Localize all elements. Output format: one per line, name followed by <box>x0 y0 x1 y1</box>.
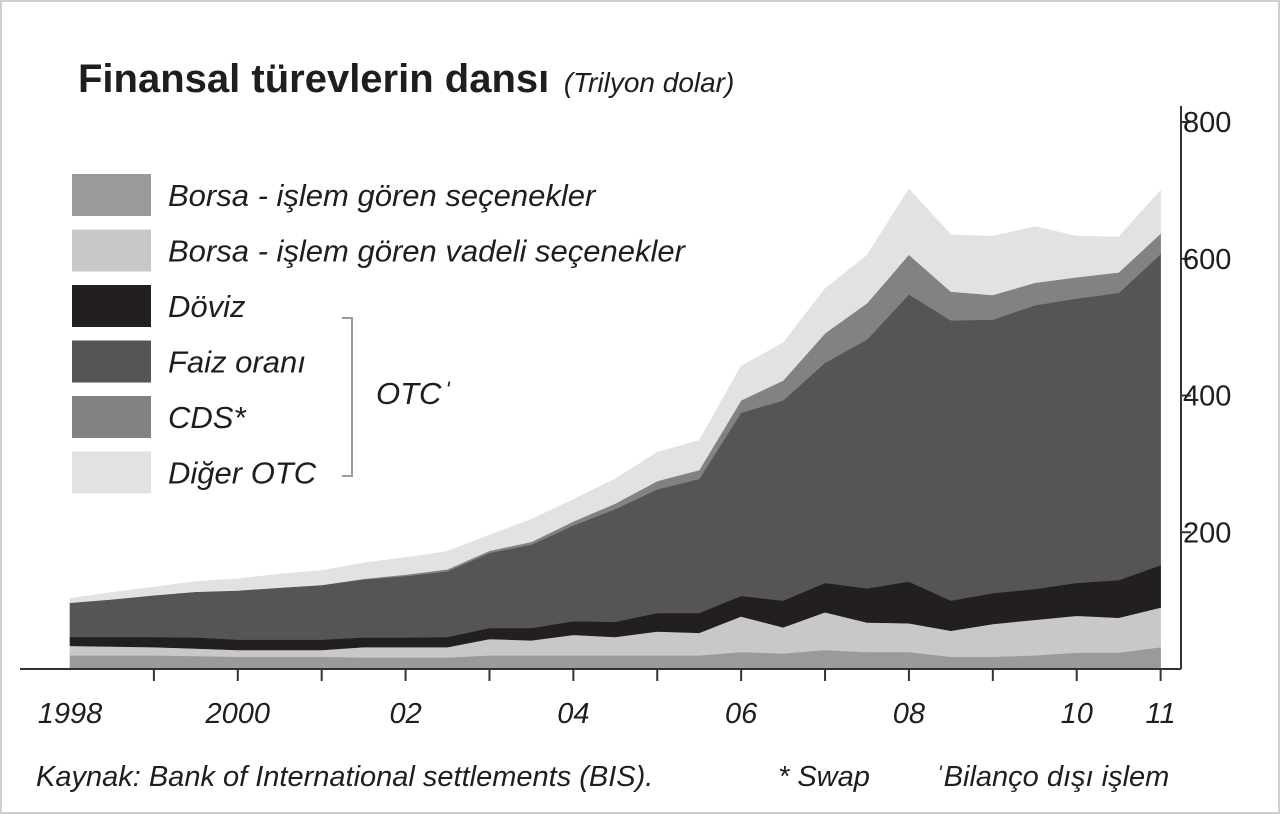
legend-item-faiz-orani: Faiz oranı <box>72 340 306 383</box>
legend-swatch <box>72 396 151 438</box>
legend-swatch <box>72 451 151 494</box>
legend-item-cds: CDS* <box>72 396 246 438</box>
footer-otc-note: ˈBilanço dışı işlem <box>934 761 1169 793</box>
y-tick-label: 800 <box>1183 107 1231 139</box>
axes: 200 400 600 800 1998 2000 02 04 06 08 10 11 <box>20 106 1231 730</box>
legend: Borsa - işlem gören seçenekler Borsa - iş… <box>72 174 687 494</box>
x-tick-label: 11 <box>1146 698 1176 730</box>
legend-item-diger-otc: Diğer OTC <box>72 451 317 494</box>
chart-title-main: Finansal türevlerin dansı <box>78 57 549 101</box>
legend-label: Borsa - işlem gören seçenekler <box>168 178 597 213</box>
legend-item-doviz: Döviz <box>72 285 246 327</box>
x-tick-label: 10 <box>1061 698 1093 730</box>
x-tick-label: 02 <box>389 698 421 730</box>
legend-label: Faiz oranı <box>168 345 306 380</box>
legend-swatch <box>72 340 151 383</box>
legend-label: CDS* <box>168 400 246 435</box>
legend-swatch <box>72 174 151 216</box>
y-tick-label: 200 <box>1183 517 1231 549</box>
y-tick-label: 600 <box>1183 244 1231 276</box>
area-diger-otc <box>69 188 1161 604</box>
legend-label: Döviz <box>168 289 246 324</box>
legend-item-borsa-islem-goren-vadeli-secenekler: Borsa - işlem gören vadeli seçenekler <box>72 229 687 272</box>
footer-swap-note: * Swap <box>778 761 870 793</box>
x-tick-label: 2000 <box>205 698 271 730</box>
legend-item-borsa-islem-goren-secenekler: Borsa - işlem gören seçenekler <box>72 174 597 216</box>
legend-swatch <box>72 229 151 272</box>
footer-source: Kaynak: Bank of International settlement… <box>36 761 653 793</box>
y-tick-label: 400 <box>1183 381 1231 413</box>
x-tick-label: 04 <box>557 698 589 730</box>
chart-title-unit: (Trilyon dolar) <box>564 67 735 98</box>
otc-bracket-label: OTCˈ <box>376 376 452 411</box>
legend-swatch <box>72 285 151 327</box>
legend-label: Diğer OTC <box>168 456 317 491</box>
legend-label: Borsa - işlem gören vadeli seçenekler <box>168 234 687 269</box>
chart-title: Finansal türevlerin dansı (Trilyon dolar… <box>78 57 734 101</box>
footer: Kaynak: Bank of International settlement… <box>36 761 1169 793</box>
x-tick-label: 08 <box>893 698 925 730</box>
x-tick-label: 06 <box>725 698 758 730</box>
x-tick-label: 1998 <box>38 698 103 730</box>
otc-bracket: OTCˈ <box>342 317 452 477</box>
otc-bracket-line <box>342 317 353 477</box>
